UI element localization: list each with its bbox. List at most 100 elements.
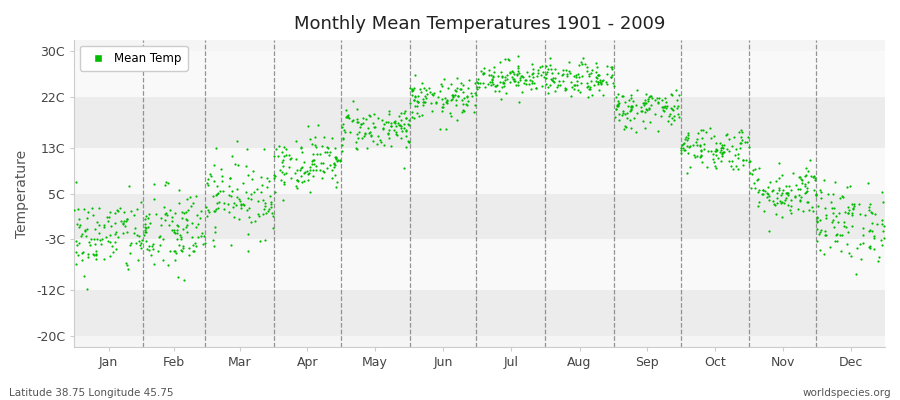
Point — [560, 73, 574, 79]
Point — [841, 209, 855, 216]
Point — [341, 114, 356, 120]
Point — [263, 193, 277, 200]
Point — [716, 145, 730, 152]
Point — [264, 204, 278, 210]
Point — [476, 70, 491, 76]
Point — [611, 101, 625, 108]
Point — [731, 150, 745, 157]
Point — [637, 109, 652, 116]
Point — [307, 157, 321, 163]
Point — [734, 140, 748, 146]
Point — [71, 252, 86, 258]
Point — [502, 57, 517, 64]
Point — [878, 222, 892, 229]
Point — [303, 164, 318, 170]
Point — [346, 98, 361, 104]
Point — [563, 78, 578, 85]
Point — [255, 182, 269, 188]
Point — [539, 68, 554, 75]
Point — [485, 80, 500, 87]
Bar — [74, 290, 885, 336]
Point — [467, 109, 482, 116]
Point — [775, 214, 789, 220]
Point — [775, 190, 789, 196]
Point — [604, 64, 618, 70]
Point — [367, 124, 382, 130]
Point — [719, 146, 733, 152]
Point — [688, 139, 703, 145]
Point — [275, 159, 290, 165]
Point — [169, 236, 184, 242]
Point — [581, 70, 596, 77]
Point — [809, 192, 824, 198]
Point — [697, 146, 711, 152]
Point — [408, 103, 422, 109]
Point — [543, 55, 557, 61]
Point — [393, 125, 408, 131]
Point — [552, 70, 566, 76]
Point — [428, 100, 443, 107]
Point — [844, 210, 859, 216]
Point — [340, 113, 355, 120]
Point — [320, 144, 335, 151]
Point — [158, 217, 172, 224]
Text: worldspecies.org: worldspecies.org — [803, 388, 891, 398]
Point — [331, 156, 346, 163]
Point — [642, 96, 656, 102]
Point — [526, 74, 540, 80]
Point — [592, 72, 607, 78]
Point — [543, 62, 557, 68]
Point — [236, 180, 250, 186]
Point — [187, 248, 202, 254]
Point — [114, 218, 129, 224]
Point — [238, 163, 253, 169]
Point — [624, 125, 638, 132]
Point — [801, 199, 815, 206]
Point — [707, 133, 722, 140]
Point — [279, 146, 293, 152]
Point — [141, 215, 156, 221]
Point — [457, 94, 472, 101]
Point — [68, 207, 82, 214]
Point — [675, 142, 689, 148]
Point — [745, 170, 760, 177]
Point — [650, 94, 664, 101]
Point — [454, 97, 469, 104]
Point — [455, 89, 470, 96]
Point — [210, 191, 224, 197]
Point — [743, 158, 758, 164]
Point — [179, 208, 194, 215]
Point — [541, 83, 555, 90]
Point — [711, 155, 725, 162]
Point — [313, 151, 328, 157]
Point — [80, 251, 94, 258]
Point — [415, 80, 429, 86]
Point — [492, 59, 507, 66]
Point — [798, 182, 813, 189]
Point — [871, 258, 886, 264]
Point — [624, 104, 638, 110]
Point — [547, 78, 562, 85]
Point — [117, 223, 131, 229]
Point — [496, 79, 510, 85]
Point — [813, 247, 827, 253]
Point — [630, 87, 644, 93]
Point — [482, 72, 496, 78]
Point — [826, 217, 841, 223]
Point — [151, 234, 166, 240]
Point — [182, 245, 196, 251]
Point — [341, 112, 356, 118]
Point — [90, 218, 104, 225]
Point — [548, 66, 562, 72]
Point — [426, 92, 440, 98]
Point — [624, 92, 638, 99]
Point — [523, 77, 537, 84]
Point — [853, 256, 868, 262]
Point — [498, 56, 512, 62]
Point — [154, 215, 168, 221]
Point — [667, 117, 681, 124]
Point — [856, 225, 870, 231]
Point — [806, 186, 821, 193]
Point — [537, 74, 552, 80]
Point — [556, 71, 571, 77]
